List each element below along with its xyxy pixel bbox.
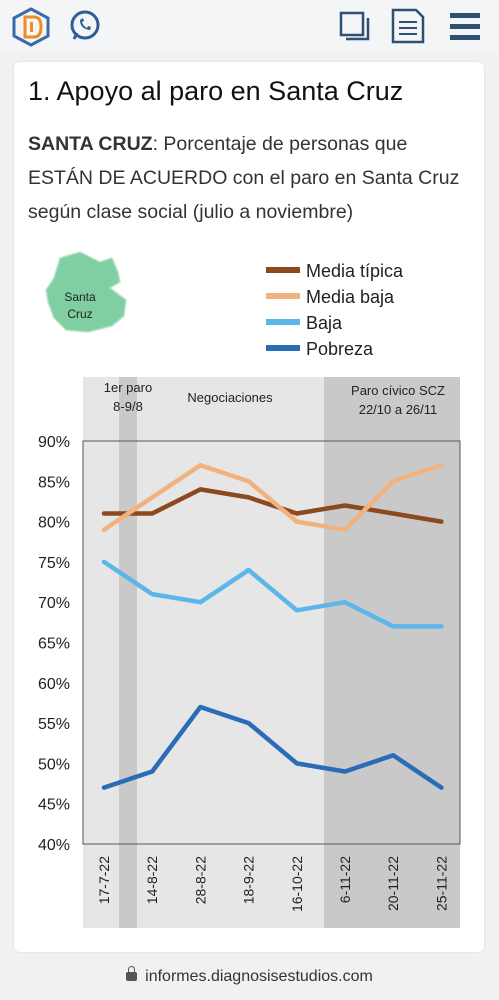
x-tick-label: 20-11-22 [385,856,401,911]
top-bar [0,0,499,52]
data-point [102,785,106,790]
santa-cruz-map: Santa Cruz [45,251,127,333]
y-tick-label: 40% [38,837,70,854]
line-chart: Santa Cruz Media típica Media baja Baja Pob… [38,251,461,928]
data-point [198,487,203,492]
x-tick-label: 16-10-22 [289,856,305,912]
lock-icon [126,966,138,981]
data-point [343,503,347,508]
data-point [246,495,251,500]
legend-label: Media baja [306,287,395,307]
y-tick-label: 55% [38,716,70,733]
data-point [391,753,396,758]
x-tick-label: 17-7-22 [96,856,112,904]
annotation-civic-strike-line1: Paro cívico SCZ [351,383,445,398]
series-line [101,559,444,629]
data-point [150,495,155,500]
chart-legend: Media típica Media baja Baja Pobreza [266,261,404,359]
series-line [101,487,444,524]
data-point [391,511,396,516]
series-line [101,704,444,790]
legend-label: Pobreza [306,339,374,359]
data-point [198,463,203,468]
x-tick-label: 14-8-22 [144,856,160,904]
data-point [294,761,299,766]
plot-area [82,440,461,845]
subtitle-region: SANTA CRUZ [28,133,153,155]
article-title: 1. Apoyo al paro en Santa Cruz [28,76,404,106]
url-bar[interactable]: informes.diagnosisestudios.com [0,966,499,986]
data-point [439,624,444,629]
x-tick-label: 28-8-22 [192,856,208,904]
data-point [198,600,203,605]
x-axis: 17-7-22 14-8-22 28-8-22 18-9-22 16-10-22 6-11… [96,856,449,912]
data-point [246,721,251,726]
map-label-line1: Santa [64,290,96,304]
data-point [246,567,251,572]
y-tick-label: 45% [38,797,70,814]
data-point [391,624,396,629]
y-tick-label: 85% [38,474,70,491]
annotation-first-strike-line2: 8-9/8 [113,399,143,414]
copy-icon[interactable] [338,10,372,42]
shade-civic-strike [324,377,460,928]
menu-icon[interactable] [448,10,482,42]
whatsapp-icon[interactable] [66,8,104,44]
y-tick-label: 65% [38,636,70,653]
y-tick-label: 60% [38,676,70,693]
data-point [246,479,251,484]
shade-first-strike [119,377,137,928]
data-point [102,511,106,516]
article-subtitle: SANTA CRUZ: Porcentaje de personas que E… [28,127,473,229]
y-tick-label: 70% [38,595,70,612]
annotation-first-strike-line1: 1er paro [104,380,152,395]
map-label-line2: Cruz [67,307,92,321]
data-point [198,704,203,709]
y-tick-label: 80% [38,515,70,532]
data-point [102,559,106,564]
logo-icon[interactable] [10,7,52,47]
legend-label: Media típica [306,261,404,281]
data-point [294,519,299,524]
annotation-civic-strike-line2: 22/10 a 26/11 [359,402,438,417]
x-tick-label: 25-11-22 [433,856,449,911]
x-tick-label: 6-11-22 [337,856,353,903]
x-tick-label: 18-9-22 [241,856,257,904]
data-point [294,608,299,613]
data-point [439,519,444,524]
y-tick-label: 50% [38,756,70,773]
y-tick-label: 75% [38,555,70,572]
data-point [439,463,444,468]
data-point [150,511,155,516]
data-point [439,785,444,790]
url-text: informes.diagnosisestudios.com [145,968,373,985]
y-tick-label: 90% [38,434,70,451]
document-icon[interactable] [390,7,426,45]
legend-label: Baja [306,313,343,333]
data-point [343,600,347,605]
data-point [343,769,347,774]
chart-series [101,462,444,790]
data-point [150,769,155,774]
data-point [102,527,106,532]
annotation-negotiations: Negociaciones [187,390,273,405]
y-axis: 40% 45% 50% 55% 60% 65% 70% 75% 80% 85% 90% [38,434,70,854]
data-point [343,527,347,532]
data-point [391,479,396,484]
subtitle-text: : Porcentaje de personas que ESTÁN DE AC… [28,133,460,223]
data-point [294,511,299,516]
data-point [150,592,155,597]
series-line [101,462,444,532]
santa-cruz-map-shape [45,251,127,333]
